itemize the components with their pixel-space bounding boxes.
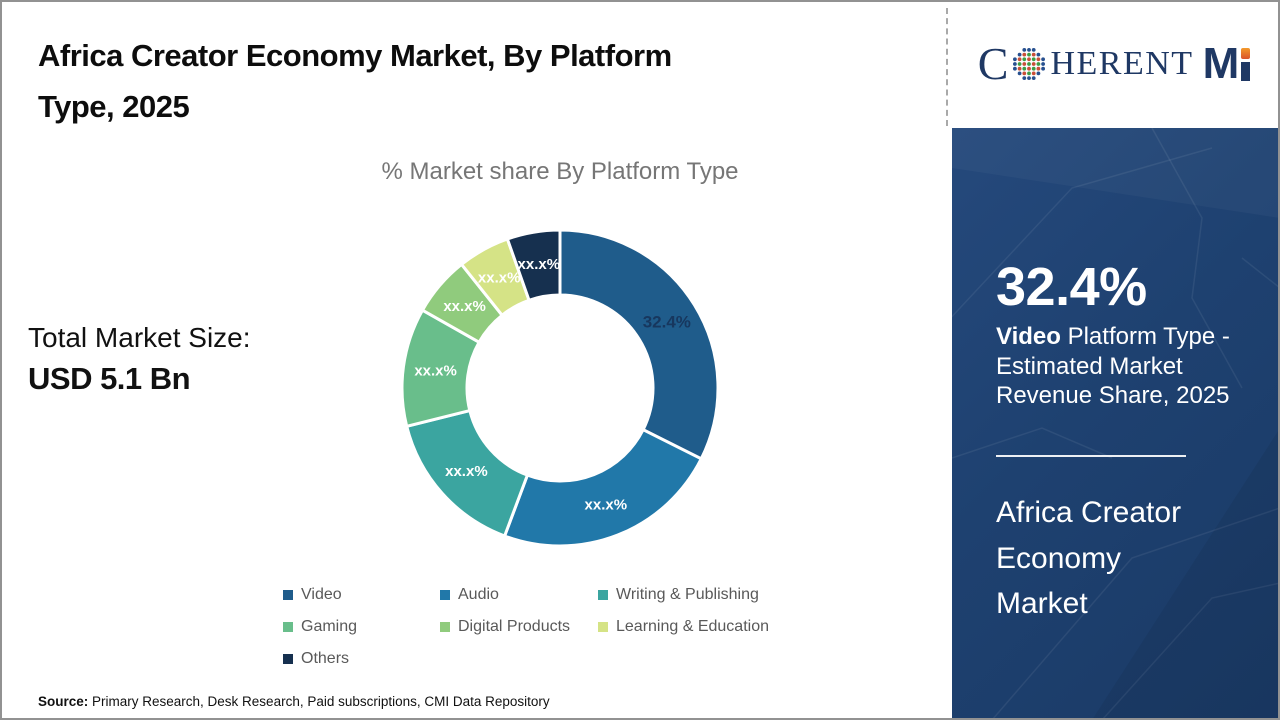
globe-dot (1022, 76, 1027, 80)
slice-others (505, 228, 562, 302)
logo-i-stem (1241, 61, 1251, 81)
sidebar-panel: 32.4% Video Platform Type - Estimated Ma… (952, 128, 1280, 720)
slice-label-audio: xx.x% (585, 496, 628, 513)
legend-item-audio: Audio (440, 586, 598, 604)
page-title: Africa Creator Economy Market, By Platfo… (38, 30, 918, 132)
globe-dot (1027, 71, 1032, 76)
slice-label-gaming: xx.x% (414, 363, 457, 380)
sidebar-stat-value: 32.4% (996, 257, 1147, 317)
globe-dot (1013, 57, 1018, 62)
globe-dot (1032, 57, 1037, 62)
legend-item-others: Others (283, 650, 440, 668)
globe-dot (1036, 62, 1041, 66)
slice-audio (503, 428, 703, 548)
logo-i-mark (1241, 47, 1251, 81)
globe-dot (1041, 62, 1046, 66)
globe-dot (1022, 48, 1027, 52)
globe-dot (1041, 66, 1046, 71)
legend-label: Digital Products (458, 618, 571, 635)
slice-label-writing-publishing: xx.x% (445, 463, 488, 480)
source-text: Primary Research, Desk Research, Paid su… (88, 694, 550, 709)
legend-label: Learning & Education (616, 618, 769, 635)
legend-marker (440, 622, 450, 632)
page-title-line1: Africa Creator Economy Market, By Platfo… (38, 38, 672, 73)
slice-video (558, 228, 720, 461)
legend-marker (283, 590, 293, 600)
globe-dot (1036, 66, 1041, 71)
slice-label-digital-products: xx.x% (443, 298, 486, 315)
globe-dot (1036, 57, 1041, 62)
globe-dot (1032, 62, 1037, 66)
legend-label: Audio (458, 586, 499, 603)
sidebar-report-title: Africa Creator Economy Market (996, 496, 1182, 620)
legend-label: Video (301, 586, 342, 603)
globe-dot (1032, 66, 1037, 71)
logo-i-orange-dot (1241, 47, 1251, 59)
globe-dot (1022, 62, 1027, 66)
globe-dot (1032, 48, 1037, 52)
chart-legend: Video Audio Writing & Publishing Gaming Digi… (283, 579, 848, 675)
globe-dot (1027, 76, 1032, 80)
globe-dot (1027, 57, 1032, 62)
globe-dot (1022, 52, 1027, 57)
globe-dot (1018, 52, 1022, 57)
globe-dot (1027, 52, 1032, 57)
dashed-divider (946, 8, 948, 126)
logo-letter-m: M (1202, 39, 1240, 88)
globe-dot (1022, 66, 1027, 71)
legend-marker (598, 622, 608, 632)
legend-label: Others (301, 650, 350, 667)
total-market-size: Total Market Size: USD 5.1 Bn (28, 322, 251, 397)
globe-dot (1027, 48, 1032, 52)
legend-marker (283, 654, 293, 664)
globe-dot (1018, 57, 1022, 62)
sidebar-stat-highlight: Video (996, 323, 1061, 350)
globe-icon (1013, 48, 1046, 80)
logo-letters-herent: HERENT (1050, 45, 1194, 82)
globe-dot (1036, 71, 1041, 76)
total-market-size-label: Total Market Size: (28, 322, 251, 353)
legend-item-learning-education: Learning & Education (598, 618, 848, 636)
legend-item-video: Video (283, 586, 440, 604)
sidebar-stat-rest: Platform Type - Estimated Market Revenue… (996, 323, 1230, 409)
legend-label: Writing & Publishing (616, 586, 759, 603)
legend-marker (598, 590, 608, 600)
legend-marker (283, 622, 293, 632)
sidebar-divider (996, 455, 1186, 457)
slice-label-learning-education: xx.x% (478, 270, 521, 287)
page-title-line2: Type, 2025 (38, 89, 190, 124)
globe-dot (1018, 66, 1022, 71)
sidebar-stat-description: Video Platform Type - Estimated Market R… (996, 322, 1248, 411)
globe-dot (1013, 66, 1018, 71)
globe-dot (1018, 62, 1022, 66)
globe-dot (1022, 71, 1027, 76)
legend-label: Gaming (301, 618, 358, 635)
legend-item-digital-products: Digital Products (440, 618, 598, 636)
globe-dot (1022, 57, 1027, 62)
globe-dot (1036, 52, 1041, 57)
globe-dot (1027, 62, 1032, 66)
africa-map-texture (952, 128, 1280, 720)
globe-dot (1032, 76, 1037, 80)
legend-item-writing-publishing: Writing & Publishing (598, 586, 848, 604)
legend-marker (440, 590, 450, 600)
logo-letter-c: C (977, 38, 1009, 89)
slice-label-others: xx.x% (518, 256, 561, 273)
globe-dot (1032, 52, 1037, 57)
source-prefix: Source: (38, 694, 89, 709)
slice-label-video: 32.4% (643, 313, 691, 332)
source-note: Source: Primary Research, Desk Research,… (38, 694, 550, 709)
globe-dot (1027, 66, 1032, 71)
globe-dot (1013, 62, 1018, 66)
globe-dot (1041, 57, 1046, 62)
legend-item-gaming: Gaming (283, 618, 440, 636)
total-market-size-value: USD 5.1 Bn (28, 361, 191, 396)
chart-title: % Market share By Platform Type (381, 158, 739, 185)
company-logo: C HERENT M (948, 0, 1280, 128)
globe-dot (1018, 71, 1022, 76)
globe-dot (1032, 71, 1037, 76)
donut-chart: 32.4%xx.x%xx.x%xx.x%xx.x%xx.x%xx.x% (400, 228, 720, 548)
